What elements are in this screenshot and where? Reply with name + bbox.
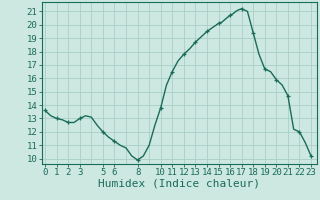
X-axis label: Humidex (Indice chaleur): Humidex (Indice chaleur) <box>98 179 260 189</box>
